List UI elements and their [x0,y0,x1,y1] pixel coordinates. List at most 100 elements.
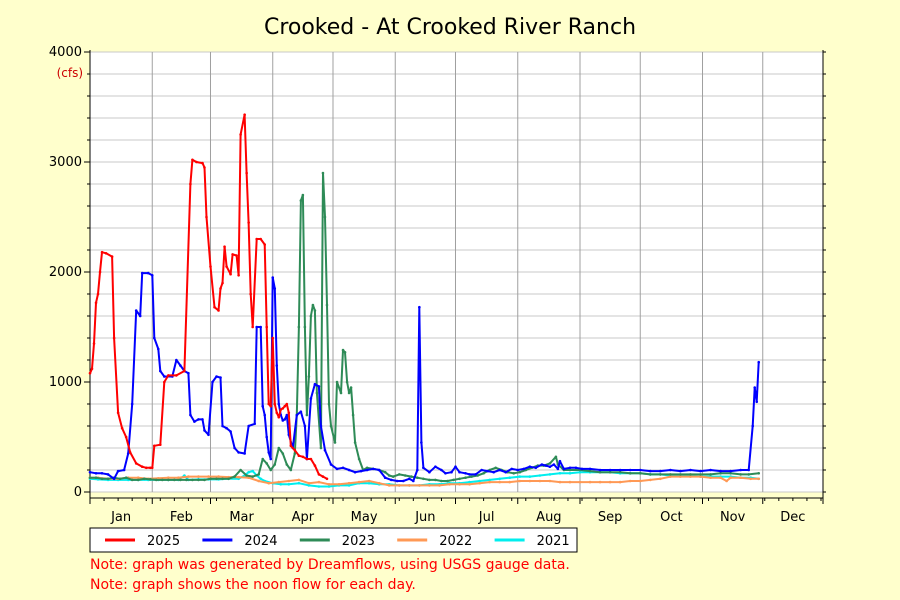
data-point [247,424,250,428]
data-point [628,479,632,483]
data-point [679,473,682,476]
data-point [130,478,134,482]
data-point [287,479,291,483]
data-point [528,465,532,469]
data-point [516,468,520,472]
data-point [558,480,562,484]
data-point [225,265,228,268]
data-point [233,475,236,478]
data-point [152,336,156,340]
data-point [285,413,289,417]
data-point [167,476,170,480]
data-point [719,469,722,473]
data-point [249,292,252,296]
data-point [221,477,224,481]
data-point [281,419,285,422]
data-point [319,446,323,450]
data-point [317,385,321,388]
data-point [434,465,437,469]
x-tick-label: Jul [478,510,495,525]
data-point [568,472,572,475]
data-point [297,478,301,482]
data-point [450,470,453,474]
data-point [259,325,262,329]
data-point [618,468,622,472]
data-point [309,314,313,318]
data-point [347,468,351,472]
data-point [279,408,283,411]
data-point [255,237,258,241]
data-point [709,473,712,476]
data-point [709,468,712,472]
legend-label-2022: 2022 [439,534,472,549]
data-point [203,429,206,432]
data-point [482,472,485,475]
data-point [395,479,399,483]
data-point [428,484,431,487]
data-point [383,476,387,480]
data-point [301,455,305,459]
data-point [104,252,108,255]
data-point [243,113,246,116]
data-point [269,457,273,461]
data-point [337,483,341,486]
data-point [271,336,275,340]
data-point [562,467,566,471]
data-point [163,380,166,384]
data-point [588,469,592,473]
data-point [538,479,542,483]
data-point [341,348,345,352]
data-point [729,476,732,480]
data-point [100,250,104,254]
data-point [638,479,642,483]
data-point [371,467,375,471]
data-point [245,171,248,175]
data-point [357,457,361,461]
data-point [492,470,495,474]
data-point [207,433,210,437]
y-tick-label: 2000 [49,265,82,280]
data-point [277,480,281,484]
data-point [148,466,152,470]
data-point [209,265,212,268]
data-point [397,484,401,487]
data-point [179,478,182,482]
data-point [739,473,742,476]
data-point [167,374,170,377]
data-point [279,483,283,486]
data-point [267,451,271,454]
data-point [225,426,228,430]
data-point [259,237,262,241]
data-point [335,467,339,471]
data-point [422,477,425,481]
data-point [313,309,317,312]
data-point [265,462,269,465]
data-point [305,413,309,417]
data-point [548,473,552,476]
data-point [257,479,260,483]
data-point [251,325,254,329]
data-point [281,407,285,410]
data-point [100,477,104,481]
data-point [154,478,158,482]
data-point [209,477,212,481]
data-point [223,245,226,248]
data-point [367,479,371,483]
data-point [231,253,234,256]
data-point [281,452,285,455]
data-point [747,473,750,476]
x-tick-label: Dec [780,510,805,525]
data-point [191,158,194,162]
data-point [307,481,311,485]
data-point [273,287,277,290]
data-point [588,480,592,484]
data-point [277,402,281,406]
data-point [452,478,455,482]
y-tick-label: 3000 [49,155,82,170]
data-point [757,360,761,364]
data-point [267,481,271,485]
data-point [88,371,92,375]
data-point [265,435,269,439]
data-point [486,469,489,473]
data-point [548,465,552,469]
